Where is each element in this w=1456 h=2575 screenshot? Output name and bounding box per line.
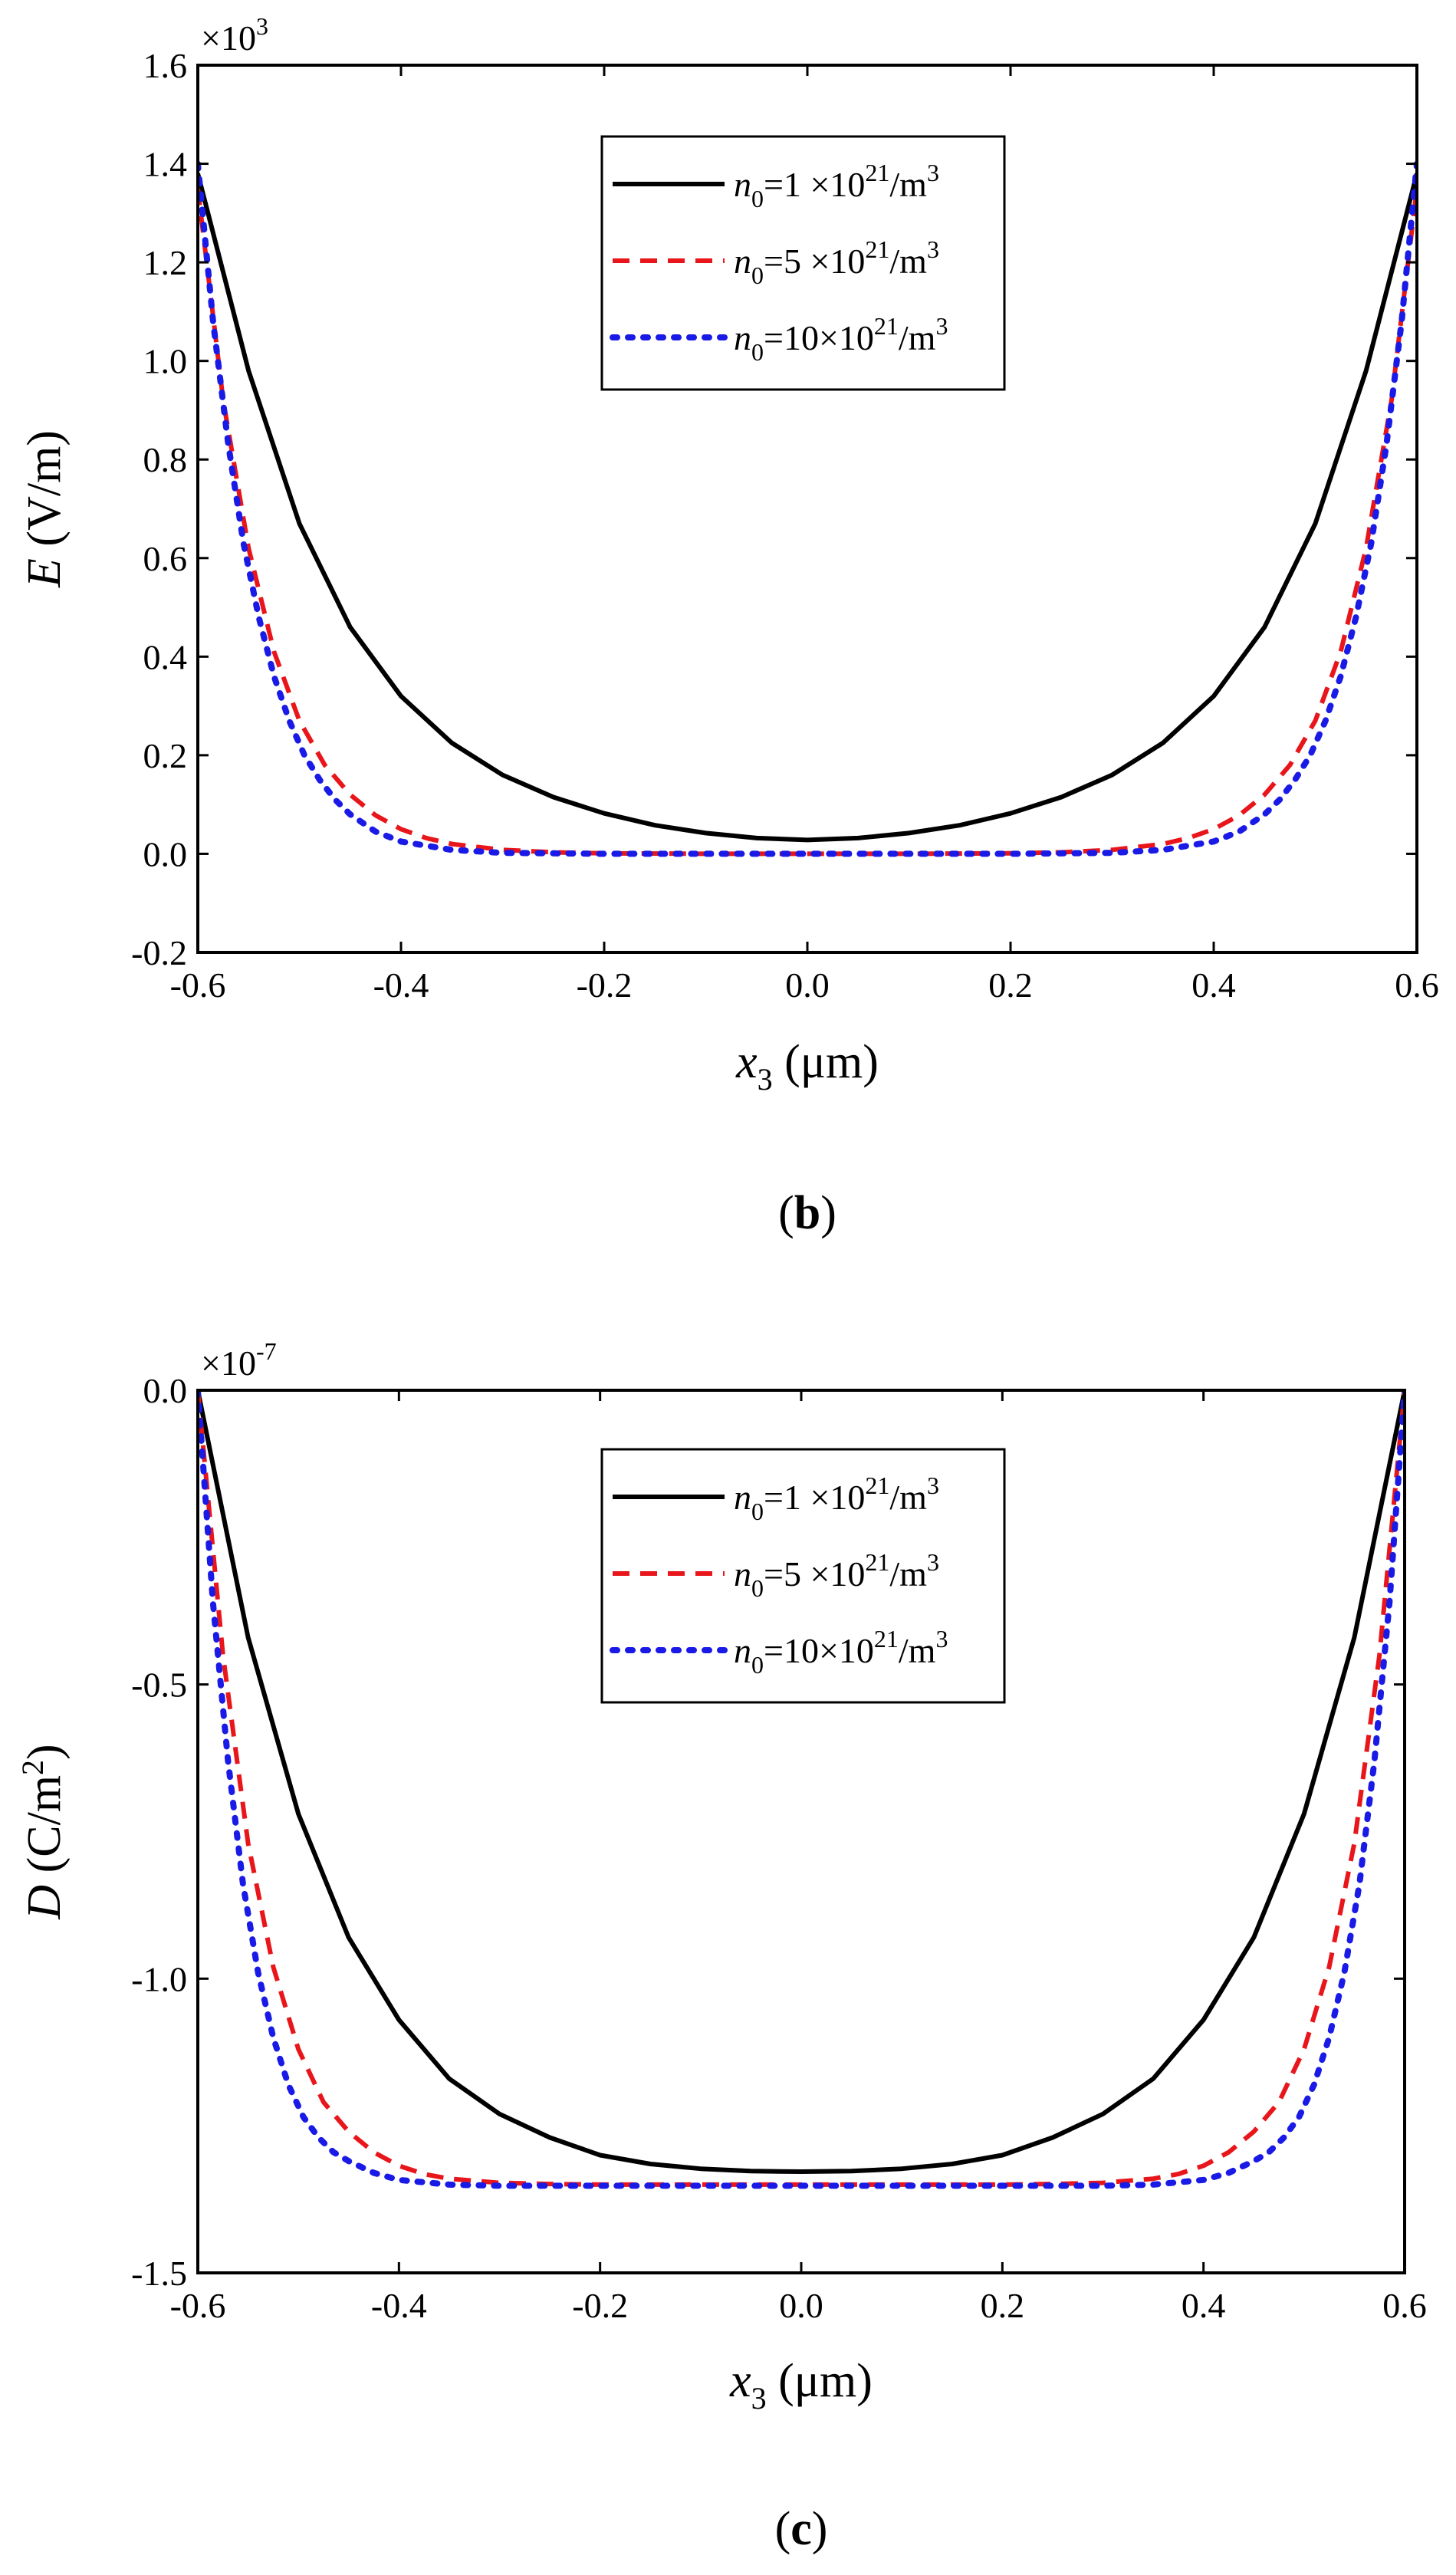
series-line-2 (198, 188, 1417, 857)
series-line-3 (198, 1390, 1405, 2189)
chart-panel-b: -0.6 -0.4 -0.2 0.0 0.2 0.4 0.6 -0.2 0.0 0.2 0.4 0.6… (18, 12, 1439, 1239)
y-tick-label: 1.4 (143, 145, 188, 184)
y-tick-label: 0.6 (143, 539, 188, 578)
legend-label-2: n0=5 ×1021/m3 (734, 235, 939, 289)
y-tick-label: 0.0 (143, 834, 188, 873)
legend-box (600, 135, 1006, 391)
legend-label-1: n0=1 ×1021/m3 (734, 159, 939, 212)
x-tick-label: 0.6 (1382, 2286, 1427, 2325)
legend-label-3: n0=10×1021/m3 (734, 1625, 948, 1679)
x-tick-label: 0.0 (779, 2286, 823, 2325)
x-tick-label: 0.2 (981, 2286, 1025, 2325)
x-axis-label: x3 (μm) (735, 1036, 879, 1097)
legend-label-1: n0=1 ×1021/m3 (734, 1472, 939, 1525)
x-tick-label: -0.6 (170, 965, 226, 1005)
y-tick-label: -0.5 (131, 1666, 187, 1705)
x-tick-label: 0.2 (988, 965, 1033, 1005)
y-tick-label: 0.2 (143, 736, 188, 775)
y-tick-label: 1.0 (143, 342, 188, 381)
y-tick-label: 1.2 (143, 243, 188, 282)
y-tick-label: -1.5 (131, 2254, 187, 2293)
x-tick-label: 0.4 (1182, 2286, 1226, 2325)
y-tick-label: 0.0 (143, 1371, 188, 1410)
chart-panel-c: -0.6 -0.4 -0.2 0.0 0.2 0.4 0.6 -1.5 -1.0 -0.5 0.0 ×… (15, 1337, 1427, 2555)
x-tick-label: 0.6 (1395, 965, 1439, 1005)
y-multiplier: ×10-7 (201, 1337, 277, 1383)
y-tick-label: 0.4 (143, 637, 188, 676)
panel-label: (b) (778, 1187, 836, 1239)
panel-label: (c) (775, 2503, 828, 2555)
y-axis-label: E (V/m) (18, 430, 71, 588)
series-line-1 (198, 173, 1417, 843)
legend-label-3: n0=10×1021/m3 (734, 312, 948, 366)
x-tick-label: -0.4 (371, 2286, 427, 2325)
legend-label-2: n0=5 ×1021/m3 (734, 1548, 939, 1602)
y-tick-label: 1.6 (143, 46, 188, 85)
y-tick-label: 0.8 (143, 440, 188, 479)
x-tick-label: -0.2 (577, 965, 633, 1005)
y-tick-label: -0.2 (131, 933, 187, 972)
series-line-1 (198, 1390, 1405, 2174)
y-axis-label: D (C/m2) (15, 1744, 71, 1919)
x-tick-label: 0.4 (1191, 965, 1236, 1005)
legend: n0=1 ×1021/m3 n0=5 ×1021/m3 n0=10×1021/m3 (600, 135, 1006, 391)
x-tick-label: -0.6 (170, 2286, 226, 2325)
x-tick-label: -0.2 (572, 2286, 628, 2325)
series-line-3 (198, 160, 1417, 857)
legend: n0=1 ×1021/m3 n0=5 ×1021/m3 n0=10×1021/m3 (600, 1448, 1006, 1704)
x-tick-label: 0.0 (785, 965, 830, 1005)
x-tick-label: -0.4 (373, 965, 429, 1005)
x-axis-label: x3 (μm) (729, 2355, 873, 2416)
y-tick-label: -1.0 (131, 1959, 187, 1998)
y-multiplier: ×103 (201, 12, 268, 58)
